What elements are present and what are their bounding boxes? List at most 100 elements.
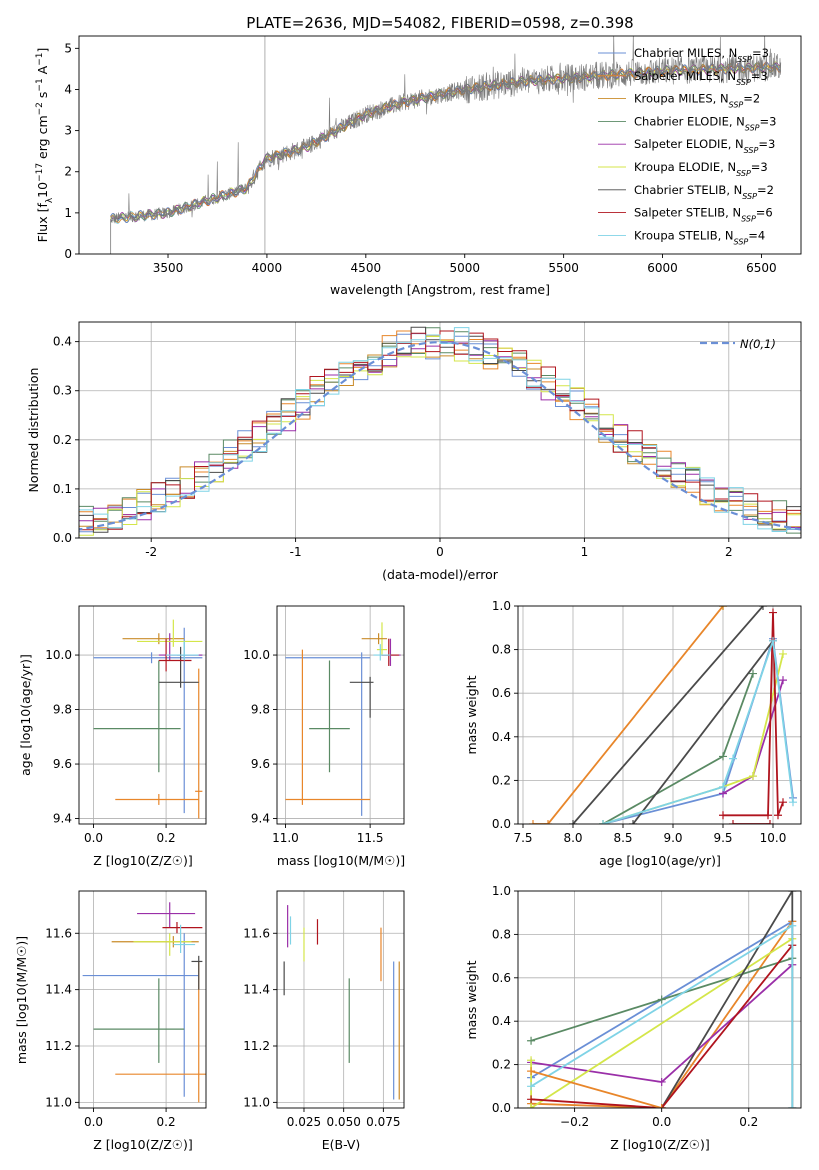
x-tick-label: 11.5 bbox=[357, 831, 384, 845]
mass-weight-marker bbox=[764, 811, 772, 820]
mass-weight-marker bbox=[779, 798, 787, 807]
legend-entry-sub: SSP bbox=[744, 146, 759, 155]
x-axis-label: E(B-V) bbox=[322, 1137, 361, 1152]
residual-histogram-panel: -2 -1 0 1 2 0.0 0.1 0.2 0.3 0.4 (data-model)/error… bbox=[26, 321, 802, 582]
y-axis-label: age [log10(age/yr)] bbox=[18, 654, 33, 776]
plot-frame bbox=[78, 890, 207, 1109]
legend-entry-tail: =4 bbox=[748, 228, 765, 242]
mass-weight-vs-age-panel: 7.5 8.0 8.5 9.0 9.5 10.0 0.0 0.2 0.4 0.6 0.8 1.0 age… bbox=[464, 599, 802, 868]
legend-entry: Chabrier STELIB, NSSP=2 bbox=[634, 183, 774, 201]
plot-area bbox=[277, 891, 404, 1108]
y-tick-label: 0.2 bbox=[492, 773, 511, 787]
mass-weight-marker bbox=[769, 636, 777, 645]
mass-weight-marker bbox=[729, 754, 737, 763]
y-tick-label: 3 bbox=[64, 124, 72, 138]
plot-area bbox=[79, 36, 801, 254]
legend-entry-tail: =3 bbox=[751, 69, 768, 83]
mass-weight-marker bbox=[719, 782, 727, 791]
y-axis-label-part: A bbox=[35, 65, 50, 78]
y-tick-label: 0.4 bbox=[492, 730, 511, 744]
legend-entry: Kroupa MILES, NSSP=2 bbox=[634, 92, 760, 110]
y-tick-label: 0.6 bbox=[492, 971, 511, 985]
y-tick-label: 9.8 bbox=[251, 703, 270, 717]
y-axis-label: mass weight bbox=[464, 675, 479, 754]
legend-entry: Kroupa ELODIE, NSSP=3 bbox=[634, 160, 768, 178]
legend-entry-name: Salpeter STELIB, N bbox=[634, 206, 741, 220]
x-tick-label: 7.5 bbox=[513, 831, 532, 845]
x-tick-label: 6500 bbox=[746, 261, 777, 275]
residual-histogram-step bbox=[79, 327, 801, 532]
legend-entry: Salpeter STELIB, NSSP=6 bbox=[634, 206, 773, 224]
mass-weight-marker bbox=[779, 649, 787, 658]
mass-weight-marker bbox=[599, 820, 607, 824]
plot-frame bbox=[276, 890, 405, 1109]
x-tick-label: 8.0 bbox=[563, 831, 582, 845]
mass-weight-marker bbox=[749, 669, 757, 678]
y-tick-label: 0.0 bbox=[492, 1101, 511, 1115]
y-tick-label: 0.2 bbox=[53, 433, 72, 447]
mass-weight-marker bbox=[779, 676, 787, 685]
legend-entry-tail: =3 bbox=[752, 46, 769, 60]
mass-weight-marker bbox=[719, 606, 727, 610]
y-tick-label: 10.0 bbox=[243, 648, 270, 662]
residual-histogram-step bbox=[79, 330, 801, 536]
mass-vs-metallicity-panel: 0.0 0.2 11.0 11.2 11.4 11.6 Z [log10(Z/Z☉)] mas… bbox=[14, 890, 207, 1152]
mass-weight-marker bbox=[719, 811, 727, 820]
y-tick-label: 9.4 bbox=[251, 812, 270, 826]
plot-layer bbox=[79, 326, 801, 536]
y-axis-label: mass [log10(M/M☉)] bbox=[14, 936, 29, 1064]
y-tick-label: 11.4 bbox=[243, 983, 270, 997]
plot-frame bbox=[78, 605, 207, 825]
x-tick-label: 0.050 bbox=[326, 1115, 360, 1129]
legend-entry-sub: SSP bbox=[736, 77, 751, 86]
y-tick-label: 0.2 bbox=[492, 1058, 511, 1072]
legend-entry-name: Chabrier ELODIE, N bbox=[634, 114, 745, 128]
legend-entry-name: Chabrier MILES, N bbox=[634, 46, 737, 60]
legend-entry-sub: SSP bbox=[741, 214, 756, 223]
y-axis-label-part: 10 bbox=[35, 182, 50, 198]
x-tick-label: -2 bbox=[145, 545, 157, 559]
mass-weight-marker bbox=[527, 1095, 536, 1104]
legend-entry-sub: SSP bbox=[734, 237, 749, 246]
y-axis-label-part: −1 bbox=[35, 53, 45, 66]
y-tick-label: 0.8 bbox=[492, 643, 511, 657]
mass-weight-marker bbox=[527, 1056, 536, 1065]
y-tick-label: 9.6 bbox=[53, 757, 72, 771]
y-axis-label-part: erg cm bbox=[35, 115, 50, 163]
mass-weight-line bbox=[531, 944, 794, 1108]
x-tick-label: 0.0 bbox=[84, 831, 103, 845]
y-tick-label: 4 bbox=[64, 82, 72, 96]
plot-layer bbox=[527, 891, 797, 1108]
legend-entry-sub: SSP bbox=[736, 169, 751, 178]
legend-entry: Chabrier MILES, NSSP=3 bbox=[634, 46, 769, 64]
y-tick-label: 9.8 bbox=[53, 703, 72, 717]
y-tick-label: 10.0 bbox=[45, 648, 72, 662]
y-tick-label: 0.1 bbox=[53, 482, 72, 496]
x-tick-label: 0.0 bbox=[84, 1115, 103, 1129]
mass-weight-line bbox=[531, 920, 794, 1108]
x-axis-label: Z [log10(Z/Z☉)] bbox=[610, 1137, 710, 1152]
legend-entry-sub: SSP bbox=[729, 100, 744, 109]
y-axis-label-part: λ bbox=[45, 197, 55, 203]
y-tick-label: 0.0 bbox=[53, 531, 72, 545]
mass-weight-marker bbox=[544, 820, 552, 824]
plot-layer bbox=[110, 36, 782, 254]
y-tick-label: 1.0 bbox=[492, 599, 511, 613]
chart-title: PLATE=2636, MJD=54082, FIBERID=0598, z=0… bbox=[246, 14, 633, 32]
plot-frame bbox=[78, 321, 802, 539]
y-axis-label: Flux [fλ10−17 erg cm−2 s−1 A−1] bbox=[35, 48, 55, 243]
y-axis-label-part: Flux [f bbox=[35, 203, 50, 243]
y-axis-label: Normed distribution bbox=[26, 368, 41, 493]
y-axis-label-part: s bbox=[35, 92, 50, 103]
legend-entry-sub: SSP bbox=[742, 191, 757, 200]
legend-entry-tail: =3 bbox=[758, 137, 775, 151]
x-tick-label: 0.2 bbox=[157, 831, 176, 845]
x-tick-label: 11.0 bbox=[272, 831, 299, 845]
age-vs-metallicity-panel: 0.0 0.2 9.4 9.6 9.8 10.0 Z [log10(Z/Z☉)] age [l… bbox=[18, 605, 207, 868]
plot-layer bbox=[529, 606, 797, 824]
legend-entry: Salpeter MILES, NSSP=3 bbox=[634, 69, 768, 87]
mass-weight-marker bbox=[766, 820, 774, 824]
y-tick-label: 1.0 bbox=[492, 884, 511, 898]
mass-weight-line bbox=[533, 606, 724, 824]
